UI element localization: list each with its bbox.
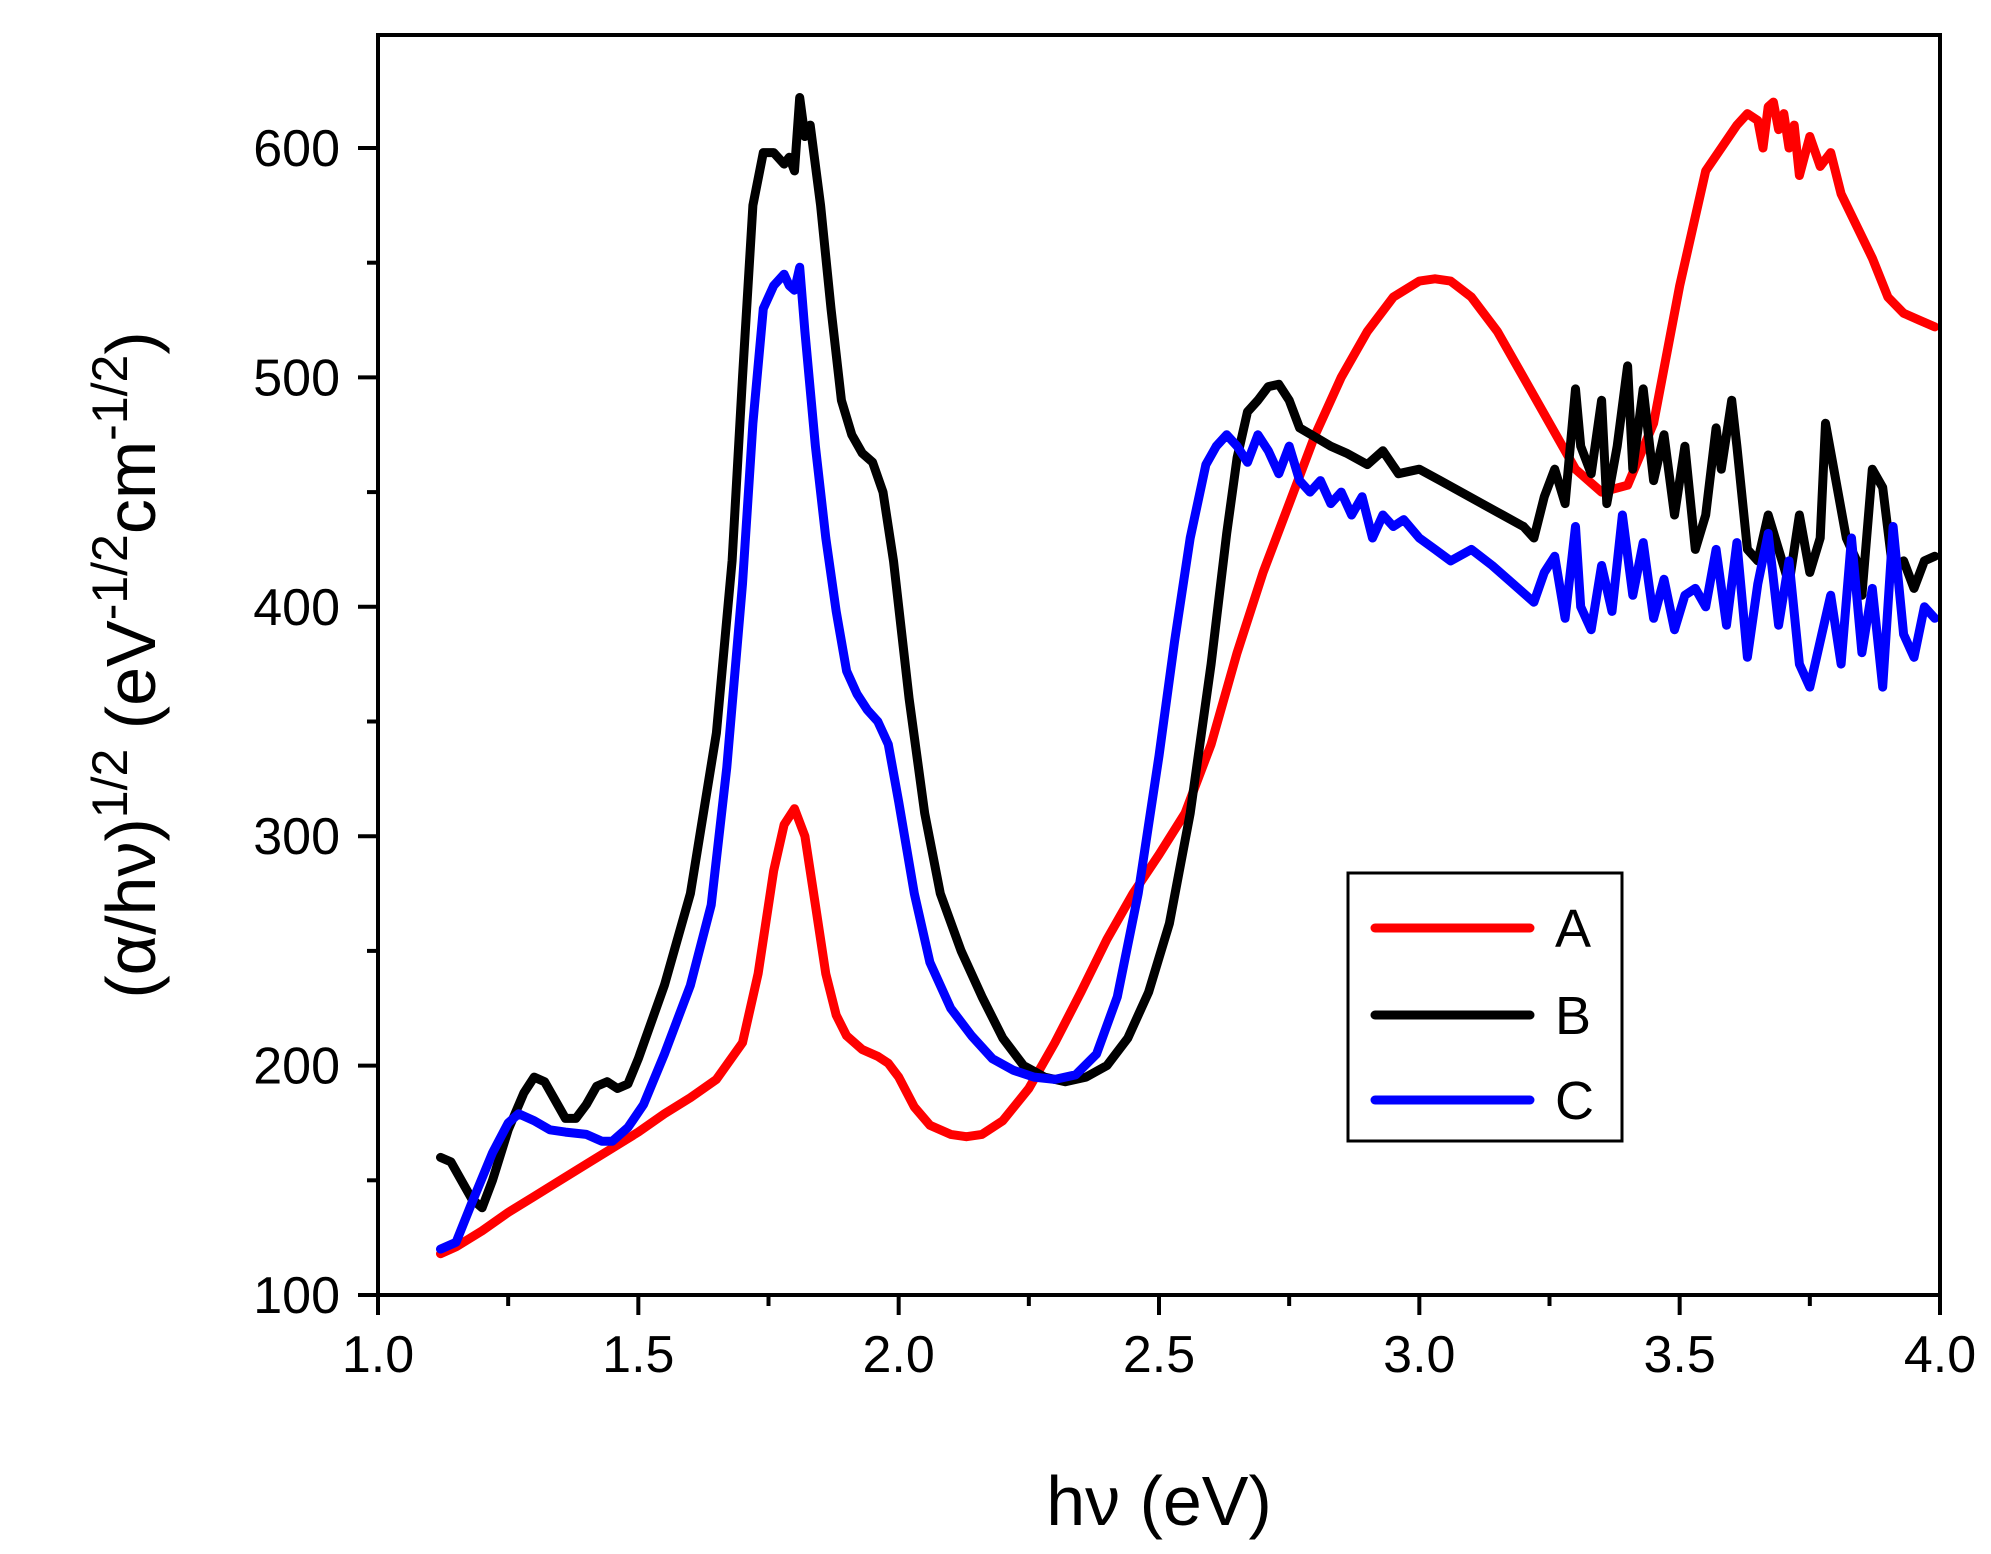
y-axis-ticks: 100 200 300 400 500 600 — [253, 120, 378, 1325]
x-tick-label: 3.5 — [1644, 1326, 1716, 1384]
y-tick-label: 600 — [253, 120, 340, 178]
x-tick-label: 4.0 — [1904, 1326, 1976, 1384]
y-tick-label: 500 — [253, 349, 340, 407]
x-tick-label: 1.0 — [342, 1326, 414, 1384]
legend-label-c: C — [1555, 1071, 1594, 1131]
series-line-b — [436, 93, 1940, 1213]
y-tick-label: 300 — [253, 808, 340, 866]
x-axis-ticks: 1.0 1.5 2.0 2.5 3.0 3.5 4.0 — [342, 1295, 1976, 1384]
y-tick-label: 400 — [253, 579, 340, 637]
x-axis-title: hν (eV) — [1046, 1462, 1272, 1540]
y-title-exp1: 1/2 — [82, 749, 138, 819]
plot-series-group — [436, 93, 1940, 1259]
x-tick-label: 2.0 — [863, 1326, 935, 1384]
x-tick-label: 2.5 — [1123, 1326, 1195, 1384]
legend-items: ABC — [1370, 899, 1594, 1131]
y-axis-title: (α/hν)1/2 (eV-1/2cm-1/2) — [82, 331, 170, 998]
y-title-close: ) — [92, 331, 170, 354]
plot-frame — [376, 33, 1942, 1297]
y-tick-label: 100 — [253, 1267, 340, 1325]
y-title-exp3: -1/2 — [82, 355, 138, 441]
series-line-c — [436, 262, 1940, 1254]
y-title-unit1: (eV — [92, 620, 170, 749]
x-tick-label: 1.5 — [602, 1326, 674, 1384]
legend-label-b: B — [1555, 986, 1591, 1046]
y-title-base: (α/hν) — [92, 818, 170, 998]
x-tick-label: 3.0 — [1383, 1326, 1455, 1384]
y-tick-label: 200 — [253, 1038, 340, 1096]
legend: ABC — [1346, 871, 1624, 1143]
y-title-unit2: cm — [92, 441, 170, 534]
legend-label-a: A — [1555, 899, 1591, 959]
y-title-exp2: -1/2 — [82, 534, 138, 620]
series-line-a — [436, 97, 1940, 1259]
